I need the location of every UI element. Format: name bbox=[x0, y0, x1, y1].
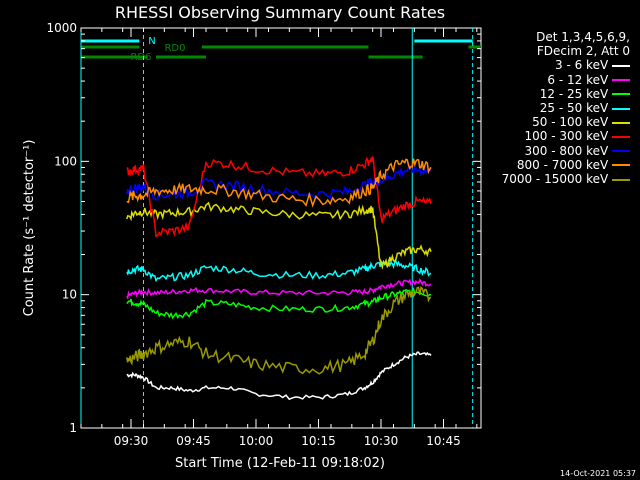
legend-entry: 100 - 300 keV bbox=[502, 129, 630, 143]
legend-swatch bbox=[612, 121, 630, 124]
flag-label: RD0 bbox=[164, 43, 185, 54]
legend-swatch bbox=[612, 178, 630, 181]
y-axis-label: Count Rate (s⁻¹ detector⁻¹) bbox=[22, 140, 37, 317]
vertical-markers bbox=[80, 28, 474, 428]
flags-layer: N RD0 RD6 bbox=[81, 36, 481, 63]
x-tick-label: 10:45 bbox=[426, 434, 461, 448]
flag-label: RD6 bbox=[130, 52, 151, 63]
chart-title: RHESSI Observing Summary Count Rates bbox=[115, 3, 445, 22]
legend-swatch bbox=[612, 64, 630, 67]
legend-entry: 12 - 25 keV bbox=[502, 87, 630, 101]
legend-label: 25 - 50 keV bbox=[539, 101, 612, 116]
legend-items: 3 - 6 keV 6 - 12 keV 12 - 25 keV 25 - 50… bbox=[502, 58, 630, 186]
x-tick-label: 09:30 bbox=[114, 434, 149, 448]
legend-entry: 800 - 7000 keV bbox=[502, 158, 630, 172]
legend-swatch bbox=[612, 135, 630, 138]
y-tick-label: 1000 bbox=[46, 21, 77, 35]
legend-label: 50 - 100 keV bbox=[532, 115, 612, 130]
x-axis-label: Start Time (12-Feb-11 09:18:02) bbox=[175, 456, 385, 471]
legend-label: 3 - 6 keV bbox=[555, 58, 612, 73]
series-line bbox=[126, 258, 432, 283]
y-axis: 1 10 100 1000 bbox=[46, 21, 481, 435]
legend-label: 800 - 7000 keV bbox=[516, 157, 612, 172]
series-line bbox=[126, 158, 432, 208]
legend-entry: 7000 - 15000 keV bbox=[502, 172, 630, 186]
legend-label: 7000 - 15000 keV bbox=[501, 172, 612, 187]
legend-entry: 3 - 6 keV bbox=[502, 58, 630, 72]
legend-label: 100 - 300 keV bbox=[524, 129, 612, 144]
legend-entry: 25 - 50 keV bbox=[502, 101, 630, 115]
legend-label: 6 - 12 keV bbox=[547, 72, 612, 87]
legend: Det 1,3,4,5,6,9, FDecim 2, Att 0 3 - 6 k… bbox=[502, 30, 630, 186]
y-tick-label: 10 bbox=[62, 288, 77, 302]
flag-label: N bbox=[148, 36, 155, 47]
x-tick-label: 10:15 bbox=[301, 434, 336, 448]
x-axis: 09:30 09:45 10:00 10:15 10:30 10:45 bbox=[80, 28, 478, 448]
series-line bbox=[126, 351, 432, 401]
series-layer bbox=[126, 156, 432, 401]
legend-swatch bbox=[612, 93, 630, 96]
series-line bbox=[126, 201, 432, 270]
generation-timestamp: 14-Oct-2021 05:37 bbox=[560, 469, 636, 478]
x-tick-label: 10:00 bbox=[239, 434, 274, 448]
y-tick-label: 100 bbox=[54, 154, 77, 168]
legend-swatch bbox=[612, 164, 630, 167]
y-tick-label: 1 bbox=[69, 421, 77, 435]
legend-swatch bbox=[612, 150, 630, 153]
legend-swatch bbox=[612, 107, 630, 110]
legend-header-line: FDecim 2, Att 0 bbox=[536, 44, 630, 59]
series-line bbox=[126, 156, 432, 238]
series-line bbox=[126, 287, 432, 320]
legend-label: 300 - 800 keV bbox=[524, 143, 612, 158]
legend-entry: 300 - 800 keV bbox=[502, 144, 630, 158]
x-tick-label: 09:45 bbox=[176, 434, 211, 448]
legend-entry: 50 - 100 keV bbox=[502, 115, 630, 129]
legend-swatch bbox=[612, 79, 630, 82]
legend-label: 12 - 25 keV bbox=[539, 86, 612, 101]
legend-entry: 6 - 12 keV bbox=[502, 73, 630, 87]
series-line bbox=[126, 285, 432, 375]
legend-header-line: Det 1,3,4,5,6,9, bbox=[536, 30, 630, 44]
series-line bbox=[126, 278, 432, 301]
x-tick-label: 10:30 bbox=[364, 434, 399, 448]
series-line bbox=[126, 163, 432, 201]
